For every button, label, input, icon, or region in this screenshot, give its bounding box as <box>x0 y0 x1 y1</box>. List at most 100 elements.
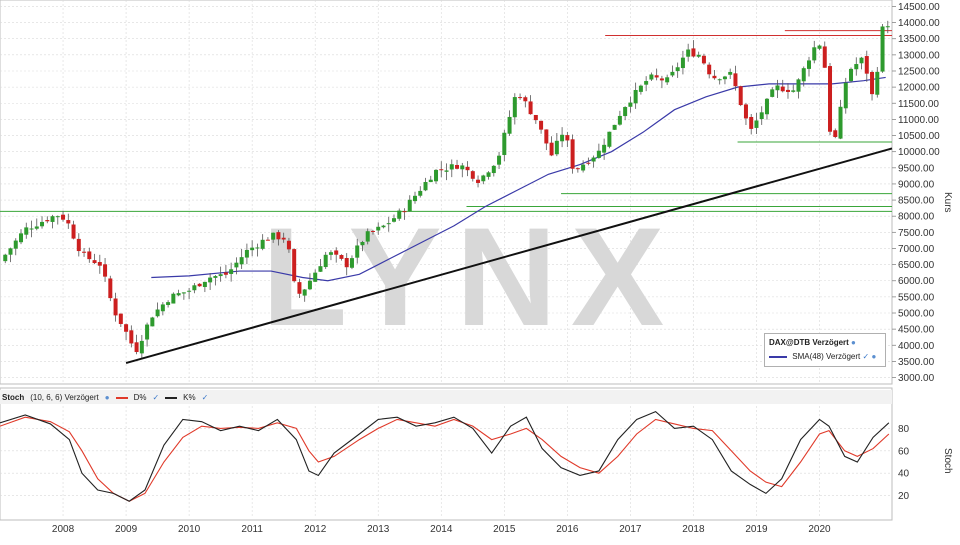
candle-up <box>843 82 848 109</box>
candle-up <box>302 289 307 296</box>
price-tick-label: 4500.00 <box>898 325 935 336</box>
candle-up <box>428 179 433 183</box>
candle-up <box>313 272 318 282</box>
candle-down <box>276 232 281 240</box>
candle-up <box>481 175 486 182</box>
candle-up <box>775 85 780 91</box>
candle-down <box>780 86 785 92</box>
candle-up <box>696 54 701 57</box>
candle-up <box>202 281 207 288</box>
stoch-tick-label: 20 <box>898 491 910 502</box>
candle-up <box>449 164 454 170</box>
candle-up <box>29 228 34 230</box>
time-tick-label: 2016 <box>556 524 579 535</box>
stoch-header-bg <box>0 390 892 404</box>
check-icon[interactable]: ✓ <box>862 352 870 361</box>
price-tick-label: 7500.00 <box>898 228 935 239</box>
time-tick-label: 2015 <box>493 524 516 535</box>
candle-up <box>160 304 165 312</box>
time-tick-label: 2012 <box>304 524 327 535</box>
candles-layer <box>3 20 890 360</box>
info-icon[interactable]: ● <box>104 393 110 402</box>
price-tick-label: 6000.00 <box>898 276 935 287</box>
stoch-panel <box>0 410 890 502</box>
candle-up <box>754 120 759 128</box>
time-tick-label: 2013 <box>367 524 390 535</box>
legend-sma-label: SMA(48) Verzögert <box>792 352 861 361</box>
candle-down <box>402 211 407 213</box>
legend-title: DAX@DTB Verzögert <box>769 338 849 347</box>
info-icon[interactable]: ● <box>871 352 877 361</box>
candle-down <box>654 75 659 78</box>
candle-up <box>365 231 370 242</box>
candle-up <box>19 233 24 243</box>
candle-up <box>391 218 396 222</box>
candle-down <box>707 64 712 75</box>
price-tick-label: 12000.00 <box>898 83 940 94</box>
candle-up <box>13 240 18 249</box>
candle-up <box>607 131 612 147</box>
candle-down <box>281 237 286 240</box>
candle-down <box>864 56 869 74</box>
candle-up <box>218 274 223 277</box>
candle-down <box>286 240 291 250</box>
candle-down <box>87 251 92 260</box>
lynx-watermark: LYNX <box>262 198 679 355</box>
candle-down <box>586 162 591 164</box>
candle-up <box>444 170 449 172</box>
price-tick-label: 5500.00 <box>898 292 935 303</box>
candle-down <box>733 73 738 87</box>
candle-down <box>523 97 528 102</box>
candle-down <box>92 260 97 264</box>
info-icon[interactable]: ● <box>851 338 856 347</box>
candle-up <box>376 226 381 231</box>
price-tick-label: 4000.00 <box>898 341 935 352</box>
candle-up <box>307 280 312 290</box>
check-icon[interactable]: ✓ <box>201 393 209 402</box>
candle-down <box>45 220 50 222</box>
candle-up <box>250 247 255 251</box>
candle-down <box>113 298 118 316</box>
candle-up <box>796 79 801 92</box>
time-axis: 2008 2009 2010 2011 2012 2013 2014 2015 2016 2017… <box>52 524 831 535</box>
candle-down <box>870 71 875 95</box>
candle-down <box>738 86 743 106</box>
stoch-tick-label: 60 <box>898 446 910 457</box>
candle-up <box>880 26 885 72</box>
candle-up <box>612 124 617 130</box>
price-tick-label: 11000.00 <box>898 115 939 126</box>
candle-down <box>539 120 544 130</box>
time-tick-label: 2017 <box>619 524 642 535</box>
candle-up <box>875 71 880 95</box>
time-tick-label: 2011 <box>241 524 263 535</box>
stoch-panel-frame <box>0 387 893 521</box>
candle-down <box>549 142 554 156</box>
stoch-d-swatch <box>115 396 128 399</box>
candle-up <box>318 266 323 272</box>
trendline-layer <box>125 147 893 364</box>
candle-up <box>40 221 45 227</box>
candle-up <box>728 71 733 75</box>
candle-up <box>50 216 55 222</box>
candle-up <box>407 199 412 212</box>
candle-up <box>670 71 675 76</box>
candle-down <box>570 139 575 169</box>
candle-up <box>812 47 817 61</box>
check-icon[interactable]: ✓ <box>152 393 160 402</box>
candle-down <box>455 164 460 169</box>
candle-up <box>150 317 155 327</box>
time-tick-label: 2008 <box>52 524 75 535</box>
candle-up <box>349 258 354 268</box>
stoch-d-line <box>0 416 890 502</box>
time-tick-label: 2010 <box>178 524 201 535</box>
candle-up <box>208 277 213 283</box>
level-lines-layer <box>0 30 892 212</box>
candle-down <box>565 135 570 141</box>
candle-down <box>439 169 444 171</box>
candle-down <box>134 342 139 353</box>
price-tick-label: 8000.00 <box>898 212 935 223</box>
legend-sma-row: SMA(48) Verzögert ✓ ● <box>769 352 876 361</box>
candle-up <box>166 302 171 306</box>
candle-down <box>370 230 375 232</box>
